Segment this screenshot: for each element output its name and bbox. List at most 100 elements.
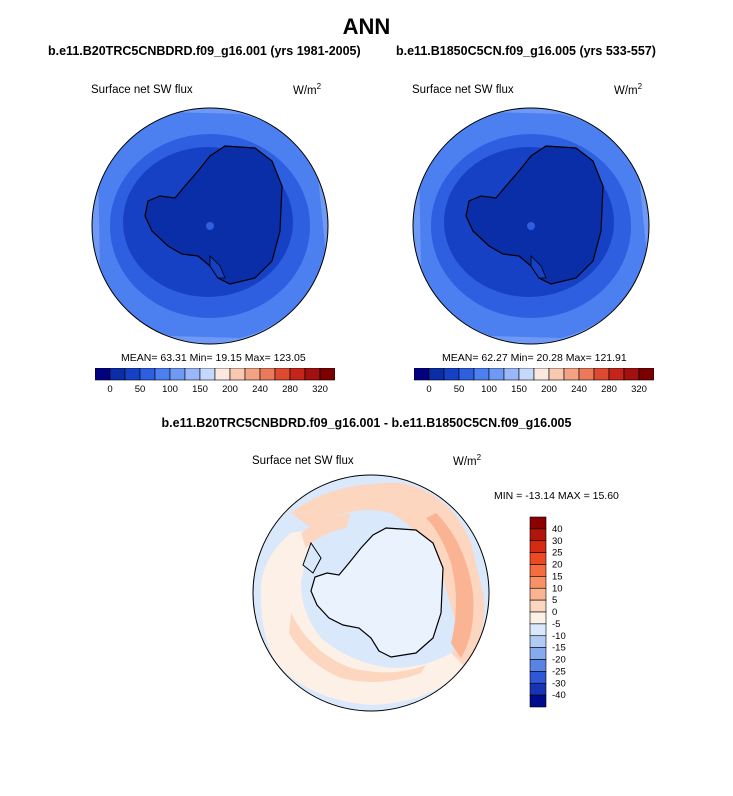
panel2-colorbar-box xyxy=(563,368,580,381)
diff-colorbar-box xyxy=(529,587,547,601)
panel1-colorbar-box xyxy=(289,368,306,381)
diff-colorbar-box xyxy=(529,623,547,637)
diff-colorbar-tick-label: 10 xyxy=(552,583,563,594)
panel2-antarctica-outline xyxy=(465,145,604,285)
diff-colorbar-tick-label: -5 xyxy=(552,619,560,630)
panel2-colorbar-box xyxy=(414,368,430,381)
panel2-colorbar: 0 50 100 150 200 240 280 320 xyxy=(414,368,654,395)
panel2-colorbar-tick-label: 240 xyxy=(571,384,587,395)
panel1-polar-map xyxy=(91,107,329,345)
panel1-ross-ice-shelf xyxy=(209,255,226,279)
panel2-case-title: b.e11.B1850C5CN.f09_g16.005 (yrs 533-557… xyxy=(396,44,656,58)
diff-colorbar-box xyxy=(529,564,547,577)
panel1-colorbar-box xyxy=(124,368,141,381)
panel2-colorbar-box xyxy=(488,368,505,381)
panel1-colorbar: 0 50 100 150 200 240 280 320 xyxy=(95,368,335,395)
panel2-colorbar-tick-label: 0 xyxy=(426,384,431,395)
panel2-stats: MEAN= 62.27 Min= 20.28 Max= 121.91 xyxy=(442,352,627,364)
diff-near-zero-ring xyxy=(260,528,466,705)
panel2-colorbar-box xyxy=(443,368,460,381)
panel1-colorbar-tick-label: 100 xyxy=(162,384,178,395)
diff-colorbar-tick-label: 25 xyxy=(552,548,563,559)
panel1-colorbar-box xyxy=(229,368,246,381)
panel2-colorbar-tick-label: 280 xyxy=(601,384,617,395)
panel2-colorbar-box xyxy=(608,368,625,381)
diff-colorbar-tick-label: 20 xyxy=(552,560,563,571)
diff-peninsula xyxy=(302,541,322,574)
diff-colorbar-tick-label: 0 xyxy=(552,607,557,618)
panel2-colorbar-box xyxy=(593,368,610,381)
panel1-colorbar-box xyxy=(304,368,321,381)
panel1-stats: MEAN= 63.31 Min= 19.15 Max= 123.05 xyxy=(121,352,306,364)
panel2-colorbar-box xyxy=(548,368,565,381)
panel2-colorbar-box xyxy=(533,368,550,381)
diff-colorbar-box xyxy=(529,647,547,660)
panel1-colorbar-box xyxy=(184,368,201,381)
diff-colorbar-tick-label: 30 xyxy=(552,536,563,547)
panel1-colorbar-tick-label: 200 xyxy=(222,384,238,395)
diff-colorbar-tick-label: -10 xyxy=(552,631,566,642)
panel2-pole-marker xyxy=(527,222,535,230)
panel1-units-label: W/m2 xyxy=(293,82,322,97)
panel1-variable-label: Surface net SW flux xyxy=(91,84,193,96)
panel1-colorbar-box xyxy=(154,368,171,381)
panel2-colorbar-tick-label: 320 xyxy=(631,384,647,395)
panel1-colorbar-box xyxy=(109,368,126,381)
panel1-map-border xyxy=(91,107,329,345)
diff-units-label: W/m2 xyxy=(453,453,482,468)
diff-positive-arc-south xyxy=(289,613,426,682)
panel2-colorbar-box xyxy=(638,368,654,381)
diff-colorbar-tick-label: -20 xyxy=(552,655,566,666)
panel2-ross-ice-shelf xyxy=(530,255,547,279)
diff-positive-arc-north xyxy=(291,482,485,673)
panel2-colorbar-tick-label: 150 xyxy=(511,384,527,395)
panel1-colorbar-tick-label: 50 xyxy=(135,384,146,395)
panel2-variable-label: Surface net SW flux xyxy=(412,84,514,96)
diff-colorbar-box xyxy=(529,540,547,553)
panel2-map-border xyxy=(412,107,650,345)
panel1-case-title: b.e11.B20TRC5CNBDRD.f09_g16.001 (yrs 198… xyxy=(48,44,361,58)
diff-positive-patch-northwest xyxy=(301,513,351,548)
panel1-colorbar-box xyxy=(95,368,111,381)
diff-colorbar-box xyxy=(529,516,547,530)
panel2-colorbar-box xyxy=(578,368,595,381)
panel2-colorbar-tick-label: 100 xyxy=(481,384,497,395)
diff-colorbar-tick-label: 5 xyxy=(552,595,557,606)
diff-colorbar-box xyxy=(529,659,547,672)
diff-variable-label: Surface net SW flux xyxy=(252,455,354,467)
panel1-colorbar-box xyxy=(139,368,156,381)
panel2-colorbar-box xyxy=(428,368,445,381)
diff-colorbar-tick-label: -15 xyxy=(552,643,566,654)
diff-colorbar-tick-label: -30 xyxy=(552,678,566,689)
main-title: ANN xyxy=(342,14,391,39)
panel1-colorbar-tick-label: 320 xyxy=(312,384,328,395)
panel1-colorbar-box xyxy=(319,368,335,381)
panel2-units-label: W/m2 xyxy=(614,82,643,97)
panel1-colorbar-box xyxy=(244,368,261,381)
diff-colorbar-box xyxy=(529,694,547,708)
panel2-colorbar-box xyxy=(458,368,475,381)
diff-colorbar-box xyxy=(529,599,547,613)
diff-stats: MIN = -13.14 MAX = 15.60 xyxy=(494,490,619,502)
panel1-colorbar-tick-label: 150 xyxy=(192,384,208,395)
panel1-antarctica-outline xyxy=(144,145,283,285)
diff-colorbar-box xyxy=(529,671,547,684)
diff-colorbar-box xyxy=(529,552,547,565)
panel1-pole-marker xyxy=(206,222,214,230)
diff-colorbar-tick-label: -25 xyxy=(552,666,566,677)
diff-map-border xyxy=(252,474,490,712)
diff-case-title: b.e11.B20TRC5CNBDRD.f09_g16.001 - b.e11.… xyxy=(161,416,572,430)
panel1-colorbar-box xyxy=(169,368,186,381)
diff-positive-arc-east xyxy=(426,513,474,658)
diff-colorbar-box xyxy=(529,635,547,648)
panel1-colorbar-box xyxy=(274,368,291,381)
panel2-colorbar-tick-label: 200 xyxy=(541,384,557,395)
panel1-colorbar-tick-label: 0 xyxy=(107,384,112,395)
diff-colorbar-box xyxy=(529,611,547,625)
panel2-colorbar-box xyxy=(473,368,490,381)
panel2-polar-map xyxy=(412,107,650,345)
diff-colorbar-box xyxy=(529,576,547,589)
diff-colorbar-tick-label: 15 xyxy=(552,571,563,582)
panel1-colorbar-tick-label: 240 xyxy=(252,384,268,395)
